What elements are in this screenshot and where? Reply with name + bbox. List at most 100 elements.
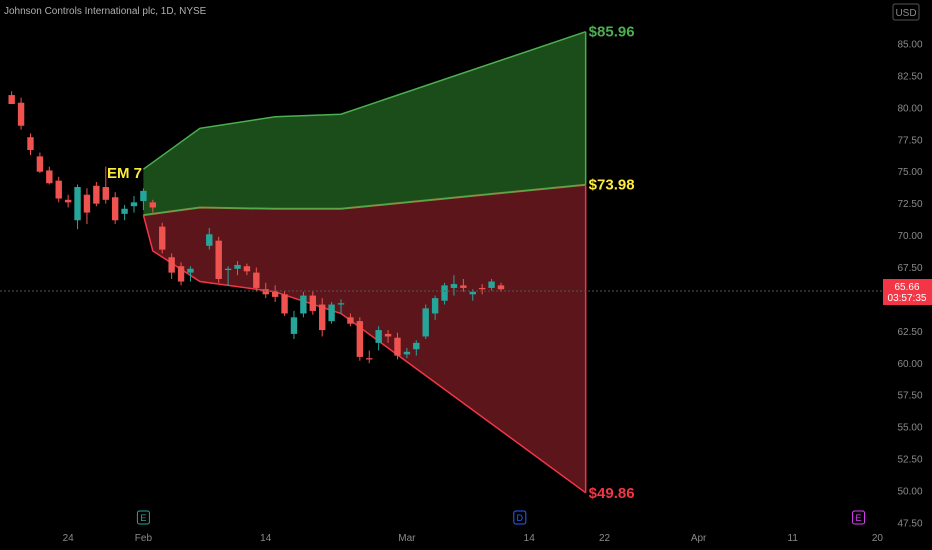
y-tick-label: 80.00 <box>897 103 922 114</box>
candle-body <box>281 294 288 314</box>
candle-body <box>206 234 213 246</box>
candle-body <box>93 185 100 204</box>
chart-title: Johnson Controls International plc, 1D, … <box>4 6 207 17</box>
candle-body <box>441 285 448 301</box>
candle-body <box>83 194 91 213</box>
candle-body <box>271 291 279 297</box>
candle-body <box>384 333 392 337</box>
candle-body <box>215 240 222 279</box>
upper-range-value: $85.96 <box>589 24 635 41</box>
expected-move-fills <box>143 31 586 493</box>
candle-body <box>347 317 354 324</box>
candle-body <box>469 291 476 295</box>
event-marker <box>136 510 150 525</box>
event-marker <box>852 510 866 525</box>
current-price-badge <box>883 278 932 305</box>
candle-body <box>64 199 72 203</box>
current-price-countdown: 03:57:35 <box>888 293 927 304</box>
y-tick-label: 47.50 <box>897 518 922 529</box>
y-tick-label: 82.50 <box>897 71 922 82</box>
event-marker <box>513 510 527 525</box>
candle-body <box>27 137 34 151</box>
mid-range-value: $73.98 <box>589 177 635 194</box>
x-tick-label: Feb <box>135 533 153 544</box>
candle-body <box>224 268 232 271</box>
candle-body <box>488 281 495 288</box>
candle-body <box>394 337 401 356</box>
upper-range-line <box>142 30 586 170</box>
candle-body <box>497 285 505 290</box>
candle-body <box>422 308 429 337</box>
y-tick-label: 85.00 <box>897 40 922 51</box>
lower-range-value: $49.86 <box>589 485 635 502</box>
x-tick-label: 20 <box>872 533 884 544</box>
candle-body <box>177 266 185 282</box>
candle-body <box>460 285 467 288</box>
candle-body <box>149 202 157 208</box>
y-tick-label: 50.00 <box>897 487 922 498</box>
candle-body <box>74 187 81 221</box>
y-tick-label: 55.00 <box>897 423 922 434</box>
lower-range-line <box>142 214 587 494</box>
candle-body <box>450 284 458 288</box>
candle-body <box>403 351 411 355</box>
y-tick-label: 72.50 <box>897 199 922 210</box>
candle-body <box>309 295 316 311</box>
event-marker-letter: E <box>856 513 862 523</box>
candle-body <box>243 266 251 272</box>
candle-body <box>140 190 147 202</box>
candle-body <box>102 187 109 200</box>
currency-badge-frame <box>892 3 920 21</box>
candle-body <box>290 317 298 334</box>
y-tick-label: 70.00 <box>897 231 922 242</box>
candle-body <box>262 289 269 295</box>
candle-body <box>328 304 335 322</box>
y-tick-label: 60.00 <box>897 359 922 370</box>
candle-body <box>8 95 15 105</box>
candle-body <box>234 264 241 269</box>
y-tick-label: 52.50 <box>897 455 922 466</box>
candle-body <box>337 303 345 305</box>
x-tick-label: Apr <box>691 533 707 544</box>
candle-body <box>17 102 25 126</box>
mid-range-line-highlight <box>143 184 586 216</box>
candle-body <box>478 287 486 290</box>
candle-body <box>366 358 373 360</box>
annotations: $85.96 $73.98 $49.86 EM 7 <box>107 24 635 502</box>
expected-move-lines <box>142 30 587 494</box>
candle-body <box>300 295 307 314</box>
candle-body <box>159 226 166 250</box>
candle-body <box>36 156 44 172</box>
x-tick-label: 14 <box>260 533 272 544</box>
x-tick-label: 14 <box>524 533 536 544</box>
lower-range-fill <box>143 184 586 493</box>
candle-body <box>253 272 260 288</box>
x-tick-label: Mar <box>398 533 416 544</box>
y-tick-label: 62.50 <box>897 327 922 338</box>
candle-body <box>375 330 382 343</box>
y-tick-label: 57.50 <box>897 391 922 402</box>
candle-body <box>431 298 439 314</box>
currency-badge[interactable]: USD <box>892 3 920 21</box>
x-tick-label: 22 <box>599 533 611 544</box>
candles-layer <box>8 91 505 364</box>
current-price-label: 65.66 <box>894 282 919 293</box>
candle-body <box>130 202 138 207</box>
expected-move-label: EM 7 <box>107 165 142 182</box>
candle-body <box>55 180 62 199</box>
candle-body <box>319 304 326 331</box>
candle-body <box>111 197 119 221</box>
x-tick-label: 11 <box>788 533 799 544</box>
event-marker-letter: D <box>517 513 524 523</box>
y-axis[interactable]: 85.00 82.50 80.00 77.50 75.00 72.50 70.00 67.50… <box>883 40 932 530</box>
x-axis[interactable]: 24Feb14Mar1422Apr1120May16 <box>63 533 932 544</box>
x-tick-label: 24 <box>63 533 75 544</box>
currency-label: USD <box>895 8 916 19</box>
candle-body <box>121 208 128 214</box>
y-tick-label: 67.50 <box>897 263 922 274</box>
candle-body <box>187 268 194 273</box>
candle-body <box>356 321 364 357</box>
y-tick-label: 77.50 <box>897 135 922 146</box>
